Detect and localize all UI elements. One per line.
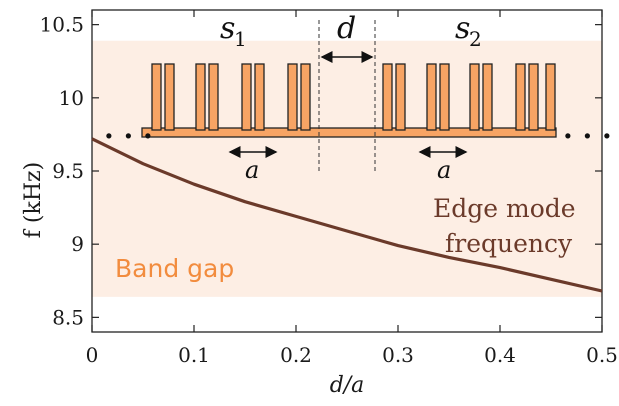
- x-tick-label: 0.4: [484, 343, 516, 367]
- band-gap-label: Band gap: [115, 254, 234, 283]
- s2-label: s: [455, 11, 470, 46]
- edge-mode-curve: [91, 137, 603, 293]
- x-tick-label: 0.2: [280, 343, 312, 367]
- edge-mode-label-line2: frequency: [445, 229, 573, 258]
- left-slot: [151, 63, 162, 131]
- x-tick-label: 0.5: [586, 343, 618, 367]
- waveguide-inset: . . .. . .s1 d s2a a: [104, 11, 612, 184]
- x-tick-label: 0.1: [178, 343, 210, 367]
- y-tick-label: 9.5: [52, 159, 84, 183]
- edge-mode-label-line1: Edge mode: [433, 194, 576, 223]
- left-slot: [254, 63, 265, 131]
- dots-left: . . .: [104, 112, 153, 145]
- left-slot: [208, 63, 219, 131]
- left-slot: [195, 63, 206, 131]
- right-slot: [439, 63, 450, 131]
- a-label-left: a: [245, 156, 259, 184]
- right-slot: [395, 63, 406, 131]
- y-tick-label: 10.5: [39, 13, 84, 37]
- s1-label: s: [220, 11, 235, 46]
- y-axis-label: f (kHz): [21, 162, 46, 238]
- right-slot: [426, 63, 437, 131]
- y-tick-label: 10: [59, 86, 84, 110]
- waveguide-bar: [141, 127, 557, 138]
- a-label-right: a: [437, 156, 451, 184]
- y-tick-label: 8.5: [52, 305, 84, 329]
- right-slot: [515, 63, 526, 131]
- right-slot: [545, 63, 556, 131]
- right-slot: [469, 63, 480, 131]
- y-tick-label: 9: [71, 232, 84, 256]
- left-slot: [241, 63, 252, 131]
- dots-right: . . .: [563, 112, 612, 145]
- d-label: d: [337, 11, 356, 46]
- right-slot: [382, 63, 393, 131]
- s1-subscript: 1: [234, 27, 247, 51]
- left-slot: [287, 63, 298, 131]
- x-tick-label: 0.3: [382, 343, 414, 367]
- svg-text:f (kHz): f (kHz): [21, 162, 46, 238]
- x-tick-label: 0: [86, 343, 99, 367]
- right-slot: [482, 63, 493, 131]
- left-slot: [300, 63, 311, 131]
- x-axis-label: d/a: [330, 373, 365, 398]
- right-slot: [528, 63, 539, 131]
- left-slot: [164, 63, 175, 131]
- s2-subscript: 2: [469, 27, 482, 51]
